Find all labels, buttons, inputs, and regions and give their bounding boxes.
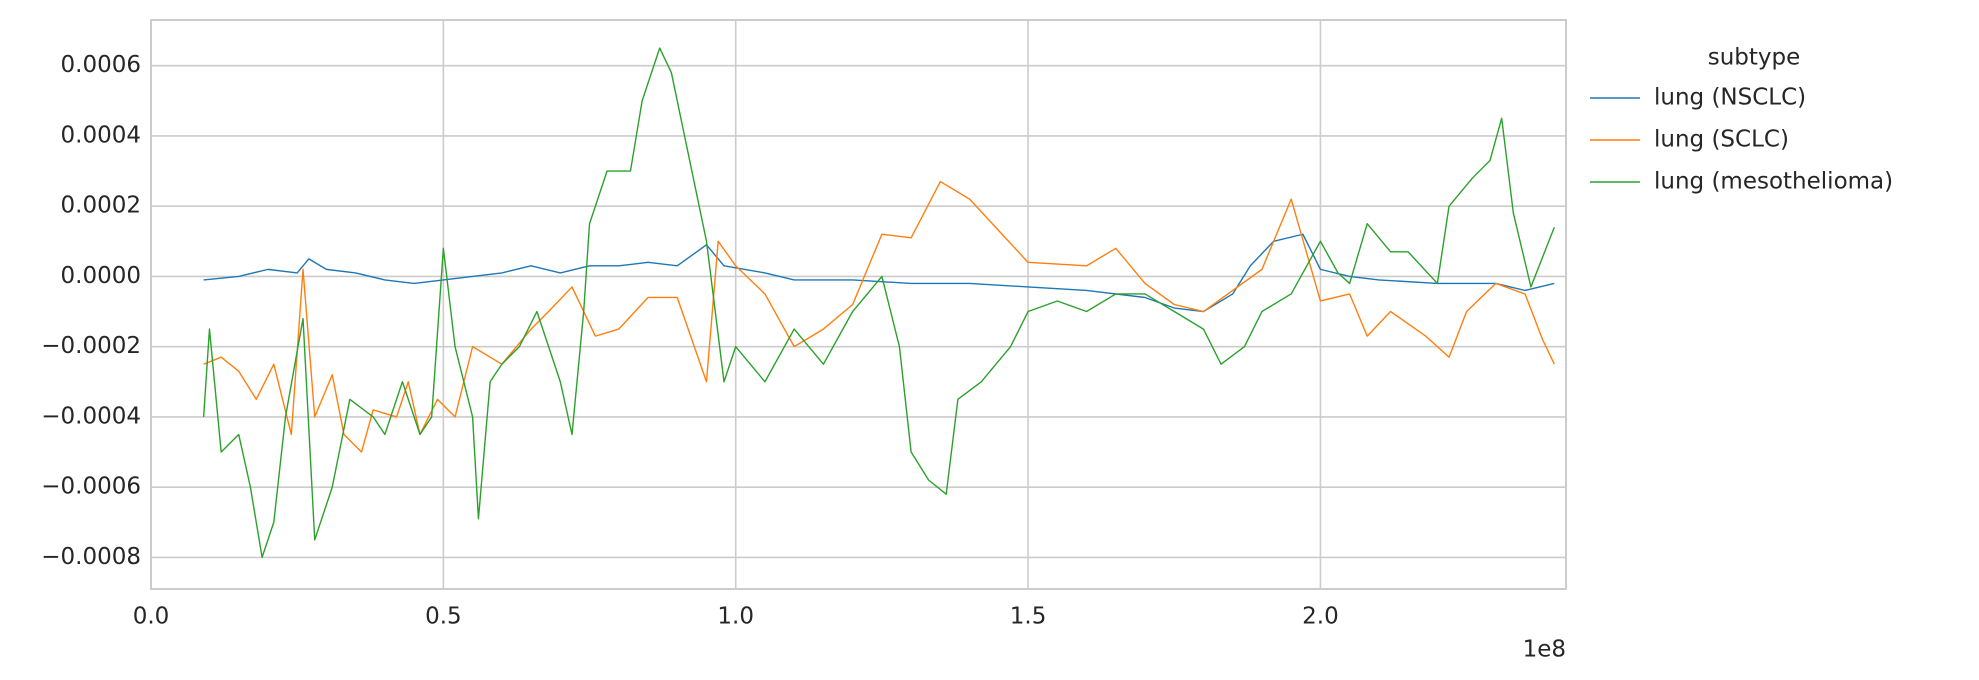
plot-frame [150,19,1567,590]
data-line [203,180,1555,453]
x-tick-label: 0.5 [425,604,462,630]
y-tick-label: −0.0002 [41,333,141,359]
x-tick-label: 2.0 [1302,604,1339,630]
y-tick-label: −0.0008 [41,544,141,570]
y-tick-label: 0.0006 [61,52,141,78]
data-line [203,233,1555,313]
legend-label: lung (SCLC) [1654,127,1789,153]
x-tick-label: 1.0 [717,604,754,630]
y-tick-label: 0.0000 [61,263,141,289]
y-tick-label: −0.0006 [41,474,141,500]
legend-label: lung (NSCLC) [1654,85,1806,111]
legend-title: subtype [1708,45,1801,71]
y-tick-label: −0.0004 [41,403,141,429]
legend-label: lung (mesothelioma) [1654,169,1893,195]
y-tick-label: 0.0002 [61,193,141,219]
y-tick-label: 0.0004 [61,122,141,148]
x-tick-label: 1.5 [1010,604,1047,630]
x-offset-label: 1e8 [1523,637,1566,663]
data-line [202,47,1555,559]
x-tick-label: 0.0 [133,604,170,630]
